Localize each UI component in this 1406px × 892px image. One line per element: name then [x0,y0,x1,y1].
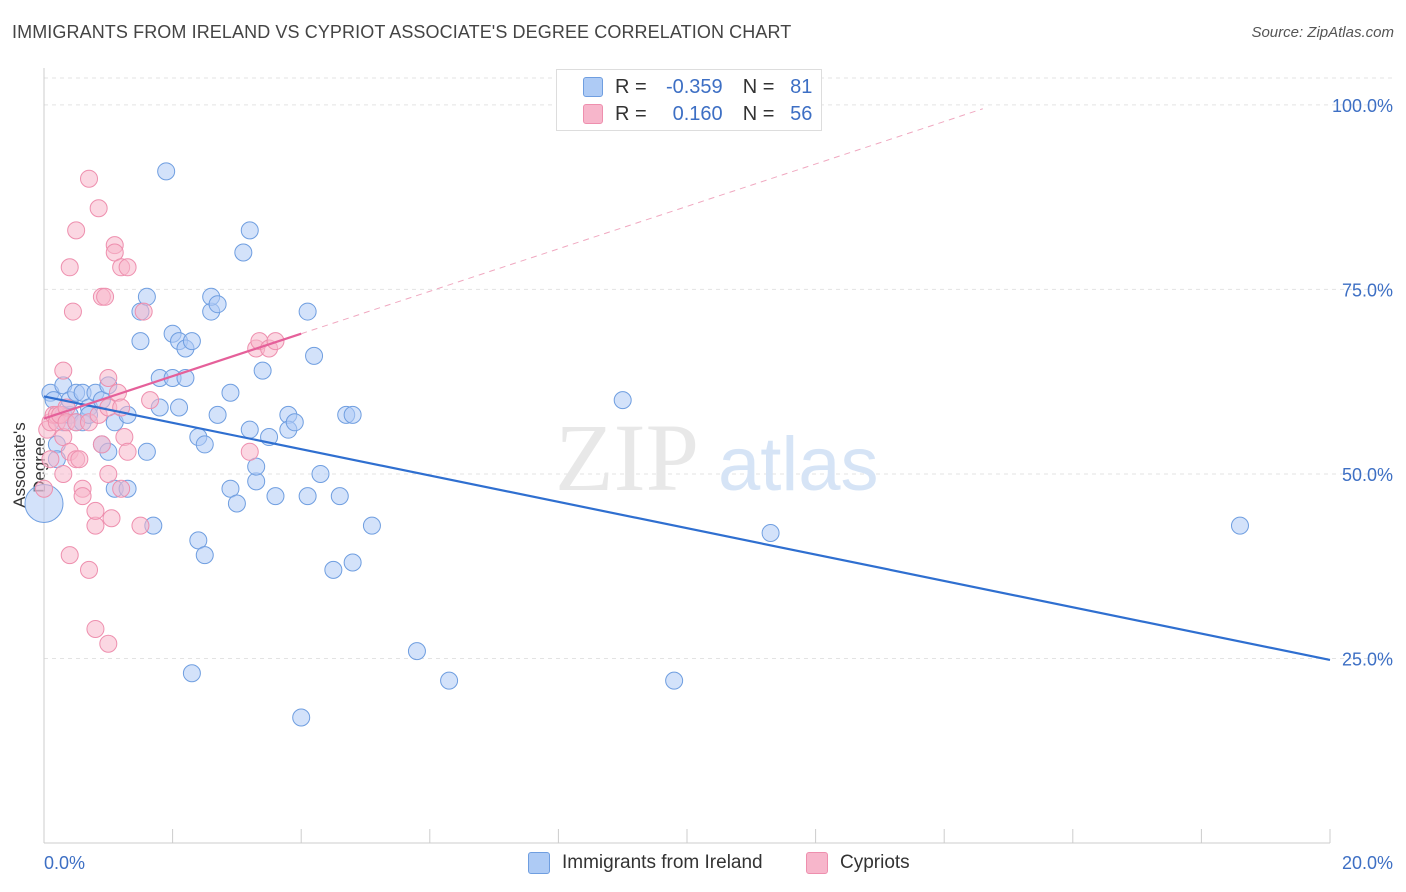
legend-row-ireland: R = -0.359 N = 81 [583,74,812,100]
ireland-point [440,671,459,690]
cypriot-point [35,479,53,498]
legend-r-label: R = [615,102,647,125]
cypriot-point [99,369,118,387]
ireland-point [157,162,176,181]
ireland-point [208,405,227,424]
ireland-point [182,332,201,351]
ireland-point [407,642,426,661]
cypriot-point [89,199,108,218]
cypriot-point [99,634,118,653]
ireland-point [330,487,349,506]
series-legend-ireland: Immigrants from Ireland [528,852,763,874]
ireland-point [137,287,156,306]
legend-row-cypriots: R = 0.160 N = 56 [583,101,812,127]
cypriot-point [80,169,99,188]
source-label: Source: ZipAtlas.com [1251,24,1394,41]
cypriot-point [118,442,137,461]
cypriot-point [240,442,259,461]
cypriot-point [60,546,79,565]
ireland-trend-line [43,395,1331,662]
series-label-ireland: Immigrants from Ireland [562,852,763,873]
cypriot-point [41,450,60,469]
ireland-point [227,494,246,513]
ireland-point [761,524,780,542]
cypriot-point [67,221,86,240]
ireland-point [362,516,381,535]
series-swatch-ireland [528,852,550,874]
legend-swatch-ireland [583,77,603,97]
legend-n-label: N = [742,75,775,98]
cypriot-point [102,509,121,528]
legend-n-value: 81 [790,75,813,98]
series-legend: Immigrants from Ireland Cypriots [0,852,1406,878]
cypriot-point [99,464,118,483]
y-tick-label: 75.0% [1342,280,1393,300]
ireland-point [131,332,150,351]
ireland-point [613,391,632,410]
ireland-point [234,243,253,262]
legend-n-value: 56 [790,102,813,125]
cypriot-point [134,302,153,321]
ireland-point [208,295,227,314]
cypriot-point [54,464,73,483]
ireland-point [292,708,311,727]
legend-swatch-cypriots [583,104,603,124]
cypriot-point [112,479,131,498]
ireland-point [298,487,317,506]
cypriot-trend-extension [301,108,983,335]
ireland-point [240,420,259,439]
ireland-point [285,413,304,432]
y-tick-label: 25.0% [1342,649,1393,669]
legend-r-value: 0.160 [672,102,723,125]
cypriot-point [131,516,150,535]
ireland-point [221,383,240,402]
ireland-point [195,546,214,565]
cypriot-point [70,450,89,469]
legend-r-value: -0.359 [665,75,723,98]
ireland-point [343,553,362,572]
cypriot-point [80,560,99,579]
x-tick-label: 0.0% [44,853,85,873]
ireland-point [137,442,156,461]
watermark-zip: ZIP [555,404,699,511]
ireland-point [266,487,285,506]
ireland-point [170,398,189,417]
cypriot-trend-line [43,332,302,420]
cypriot-point [73,487,92,506]
cypriot-point [92,435,111,454]
cypriot-point [118,258,137,277]
cypriot-point [54,361,73,380]
cypriot-point [115,428,134,447]
ireland-point [195,435,214,454]
watermark-atlas: atlas [718,422,879,507]
cypriot-point [141,391,160,410]
series-swatch-cypriots [806,852,828,874]
stats-legend: R = -0.359 N = 81 R = 0.160 N = 56 [556,69,822,131]
ireland-point [240,221,259,240]
series-legend-cypriots: Cypriots [806,852,910,874]
cypriot-point [63,302,82,321]
ireland-point [305,346,324,365]
cypriot-point [96,287,115,306]
ireland-point [343,405,362,424]
ireland-point [253,361,272,380]
ireland-point [324,560,343,579]
x-tick-label: 20.0% [1342,853,1393,873]
ireland-point [665,671,684,690]
cypriot-point [86,501,105,520]
y-tick-label: 50.0% [1342,465,1393,485]
y-tick-label: 100.0% [1332,96,1393,116]
ireland-point [298,302,317,321]
ireland-point [182,664,201,683]
ireland-point [311,464,330,483]
legend-n-label: N = [742,102,775,125]
legend-r-label: R = [615,75,647,98]
chart-title: IMMIGRANTS FROM IRELAND VS CYPRIOT ASSOC… [12,22,792,42]
cypriot-point [60,258,79,277]
cypriot-point [86,619,105,638]
ireland-point [1230,516,1249,535]
series-label-cypriots: Cypriots [840,852,910,873]
